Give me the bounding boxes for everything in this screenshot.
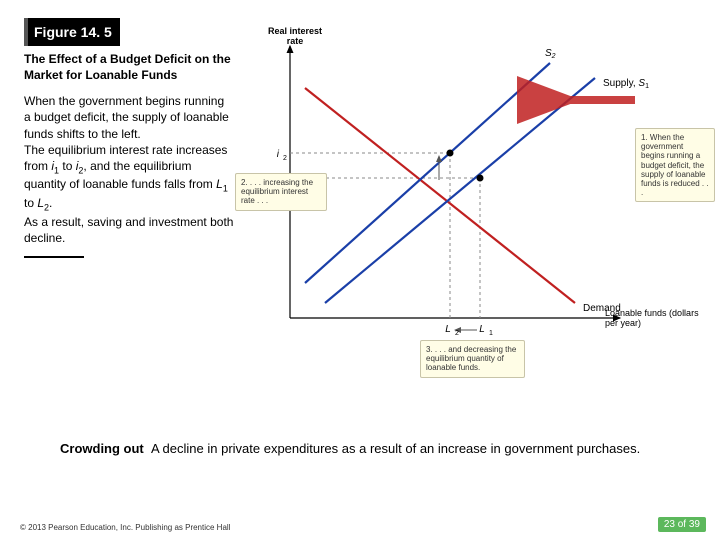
callout-1: 1. When the government begins running a … bbox=[635, 128, 715, 202]
tick-i2: i bbox=[277, 149, 280, 160]
chart: Real interest rate Loanable funds (dolla… bbox=[235, 28, 705, 378]
divider-rule bbox=[24, 256, 84, 258]
figure-subtitle: The Effect of a Budget Deficit on the Ma… bbox=[24, 52, 234, 83]
svg-text:2: 2 bbox=[455, 330, 459, 337]
figure-label: Figure 14. 5 bbox=[24, 18, 120, 46]
left-column: Figure 14. 5 The Effect of a Budget Defi… bbox=[24, 18, 234, 258]
svg-text:2: 2 bbox=[283, 155, 287, 162]
svg-text:1: 1 bbox=[489, 330, 493, 337]
page-number: 23 of 39 bbox=[658, 517, 706, 532]
tick-L2: L bbox=[445, 324, 451, 335]
copyright-footer: © 2013 Pearson Education, Inc. Publishin… bbox=[20, 523, 230, 532]
tick-L1: L bbox=[479, 324, 485, 335]
definition: Crowding out A decline in private expend… bbox=[60, 440, 680, 458]
callout-2: 2. . . . increasing the equilibrium inte… bbox=[235, 173, 327, 211]
slide: Figure 14. 5 The Effect of a Budget Defi… bbox=[0, 0, 720, 540]
figure-body: When the government begins running a bud… bbox=[24, 93, 234, 246]
x-axis-label: Loanable funds (dollars per year) bbox=[605, 308, 700, 328]
s2-label: S2 bbox=[545, 48, 556, 60]
s1-label: Supply, S1 bbox=[603, 78, 649, 90]
y-axis-label: Real interest rate bbox=[265, 26, 325, 46]
callout-3: 3. . . . and decreasing the equilibrium … bbox=[420, 340, 525, 378]
